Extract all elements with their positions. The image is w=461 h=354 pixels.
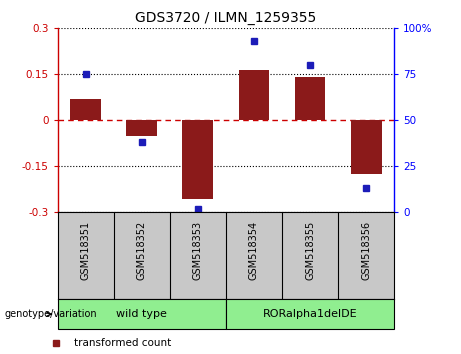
Text: GSM518356: GSM518356 (361, 221, 371, 280)
Text: GSM518353: GSM518353 (193, 221, 203, 280)
Title: GDS3720 / ILMN_1259355: GDS3720 / ILMN_1259355 (135, 11, 317, 24)
Bar (295, 78, 325, 120)
Text: transformed count: transformed count (74, 338, 171, 348)
Bar (183, 120, 213, 199)
Bar (351, 120, 382, 174)
Bar (226, 299, 394, 329)
Bar (126, 120, 157, 136)
Text: RORalpha1delDE: RORalpha1delDE (263, 309, 357, 319)
Text: wild type: wild type (116, 309, 167, 319)
Text: GSM518355: GSM518355 (305, 221, 315, 280)
Text: genotype/variation: genotype/variation (5, 309, 97, 319)
Text: GSM518352: GSM518352 (137, 221, 147, 280)
Bar (70, 99, 101, 120)
Bar (238, 70, 269, 120)
Text: GSM518351: GSM518351 (81, 221, 91, 280)
Text: GSM518354: GSM518354 (249, 221, 259, 280)
Bar (58, 299, 226, 329)
